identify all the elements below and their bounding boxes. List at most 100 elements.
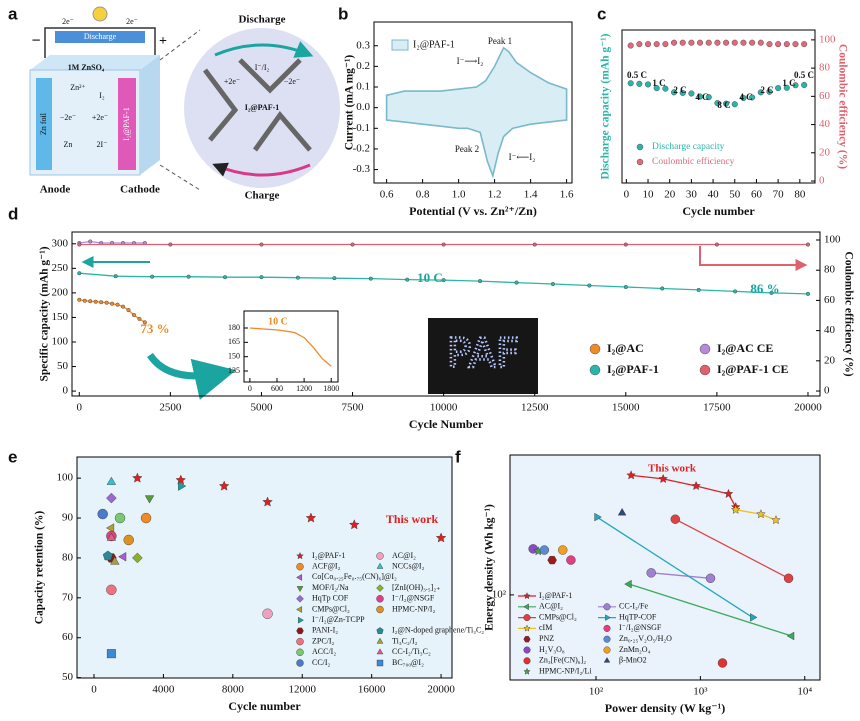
plus-sign: + xyxy=(159,34,167,49)
x-tick-label: 1.6 xyxy=(560,189,574,201)
x-tick-label: 10² xyxy=(589,686,604,698)
y-tick-label: 70 xyxy=(62,591,74,603)
data-point xyxy=(441,242,446,247)
legend-label: NCCs@I₂ xyxy=(392,562,425,571)
data-point xyxy=(749,39,756,46)
series-line xyxy=(674,518,789,579)
data-point xyxy=(123,534,134,546)
x-axis-label: Cycle number xyxy=(682,204,755,218)
data-point xyxy=(653,85,660,92)
y2-tick-label: 80 xyxy=(824,264,836,276)
data-point xyxy=(348,519,360,530)
data-point xyxy=(106,492,117,504)
electron-label: 2e⁻ xyxy=(62,17,74,26)
legend-label: ACF@I₂ xyxy=(312,562,341,571)
data-point xyxy=(792,82,799,89)
y-tick-label: 0.2 xyxy=(356,60,370,72)
x-tick-label: 20000 xyxy=(794,402,822,414)
x-tick-label: 12000 xyxy=(288,684,316,696)
data-point xyxy=(766,41,773,48)
inset-annotation: 10 C xyxy=(268,316,288,327)
zn-foil xyxy=(36,78,52,170)
y2-tick-label: 60 xyxy=(824,294,836,306)
y2-tick-label: 0 xyxy=(819,175,825,187)
data-point xyxy=(733,289,738,294)
legend-marker xyxy=(603,624,611,632)
data-point xyxy=(714,100,721,107)
data-point xyxy=(623,284,628,289)
data-point xyxy=(587,283,592,288)
x-tick-label: 1800 xyxy=(323,384,339,393)
legend-marker xyxy=(376,627,384,634)
data-point xyxy=(223,275,228,280)
x-tick-label: 7500 xyxy=(342,402,365,414)
rate-label: 2 C xyxy=(760,85,773,95)
rate-label: 0.5 C xyxy=(794,70,814,80)
legend-label: I⁻/I₂@Zn-TCPP xyxy=(312,615,365,624)
data-point xyxy=(705,94,712,101)
legend-marker xyxy=(603,657,611,663)
x-tick-label: 5000 xyxy=(250,402,273,414)
panel-label: a xyxy=(8,4,18,23)
x-tick-label: 600 xyxy=(271,384,283,393)
legend-marker xyxy=(523,624,531,632)
data-point xyxy=(88,299,93,304)
legend-label: HPMC-NP/I₂ xyxy=(392,604,435,613)
y-tick-label: 80 xyxy=(62,551,74,563)
y2-tick-label: 60 xyxy=(819,90,831,102)
panel-label: d xyxy=(8,204,18,223)
data-point xyxy=(113,274,118,279)
data-point xyxy=(132,552,143,564)
legend-marker xyxy=(296,648,304,656)
series-line xyxy=(629,583,792,637)
cell-top xyxy=(30,55,160,70)
plot-frame xyxy=(509,454,821,681)
electron-label: 2e⁻ xyxy=(126,17,138,26)
annotation: Peak 2 xyxy=(455,144,479,154)
y-tick-label: 50 xyxy=(57,360,69,372)
data-point xyxy=(106,584,117,596)
legend-label: CMPs@Cl₂ xyxy=(312,604,350,613)
discharge-arrow xyxy=(214,41,314,58)
legend-marker xyxy=(296,595,304,603)
y-tick-label: 0 xyxy=(63,385,69,397)
cathode-label: Cathode xyxy=(120,184,160,196)
data-point xyxy=(750,613,758,622)
legend-marker xyxy=(296,606,302,613)
data-point xyxy=(786,631,795,641)
data-point xyxy=(144,495,155,504)
ion-label: I₂ xyxy=(99,91,105,100)
x-tick-label: 0 xyxy=(77,402,83,414)
data-point xyxy=(756,509,766,519)
legend-label: AC@I₂ xyxy=(539,602,563,611)
annotation: I⁻⟶I₂ xyxy=(457,56,484,66)
ion-label: Zn xyxy=(64,140,73,149)
data-point xyxy=(783,573,794,583)
data-point xyxy=(757,89,764,96)
plot-frame xyxy=(373,21,573,184)
zoom-line xyxy=(159,29,201,61)
data-point xyxy=(771,515,781,525)
plot-background xyxy=(77,457,452,678)
y-tick-label: 200 xyxy=(52,286,69,298)
legend-label: I₂@PAF-1 CE xyxy=(717,362,789,376)
y-tick-label: -0.2 xyxy=(353,142,370,154)
legend-marker xyxy=(376,659,384,667)
y-tick-label: 135 xyxy=(228,366,240,375)
data-point xyxy=(295,275,300,280)
data-point xyxy=(623,242,628,247)
x-tick-label: 1.4 xyxy=(524,189,538,201)
x-axis-label: Cycle number xyxy=(228,699,301,713)
inset-background xyxy=(244,311,338,382)
y-tick-label: 165 xyxy=(228,337,240,346)
data-point xyxy=(150,274,155,279)
legend-label: β-MnO2 xyxy=(619,656,647,665)
cathode-material: I₂@PAF-1 xyxy=(122,107,131,140)
data-point xyxy=(658,473,668,484)
y-tick-label: 0.1 xyxy=(356,81,370,93)
legend-label: I⁻/I₂@NSGF xyxy=(619,623,662,632)
legend-label: ACC/I₂ xyxy=(312,647,336,656)
legend-marker xyxy=(296,627,304,635)
data-point xyxy=(99,300,104,305)
y2-tick-label: 100 xyxy=(824,234,841,246)
